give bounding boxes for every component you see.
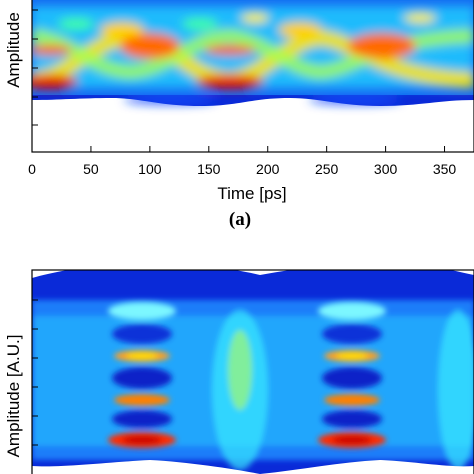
panel-a-frame (31, 0, 474, 153)
panel-a-x-ticks: 0 50 100 150 200 250 300 350 (28, 146, 456, 177)
panel-a: 0 50 100 150 200 250 300 350 Time [ps] Amplitud… (4, 0, 474, 230)
panel-a-x-tick-label: 300 (374, 161, 398, 177)
panel-a-heatmap (32, 0, 474, 106)
panel-b-heatmap (32, 270, 474, 474)
panel-b-hotspots (32, 300, 474, 470)
panel-b-level-blobs (108, 302, 386, 448)
panel-a-tag: (a) (229, 209, 251, 230)
panel-a-x-tick-label: 100 (138, 161, 162, 177)
panel-b-ylabel: Amplitude [A.U.] (4, 335, 23, 458)
panel-a-hotspots (32, 6, 474, 104)
panel-a-x-tick-label: 200 (256, 161, 280, 177)
panel-a-x-tick-label: 50 (83, 161, 99, 177)
panel-b-frame (31, 269, 474, 474)
panel-a-ylabel: Amplitude (4, 12, 23, 88)
panel-a-x-tick-label: 350 (433, 161, 457, 177)
panel-b: Amplitude [A.U.] (4, 269, 474, 474)
panel-b-bottom-gap (32, 460, 474, 474)
panel-a-xlabel: Time [ps] (217, 184, 286, 203)
panel-a-x-tick-label: 150 (197, 161, 221, 177)
panel-a-x-tick-label: 250 (315, 161, 339, 177)
panel-a-x-tick-label: 0 (28, 161, 36, 177)
